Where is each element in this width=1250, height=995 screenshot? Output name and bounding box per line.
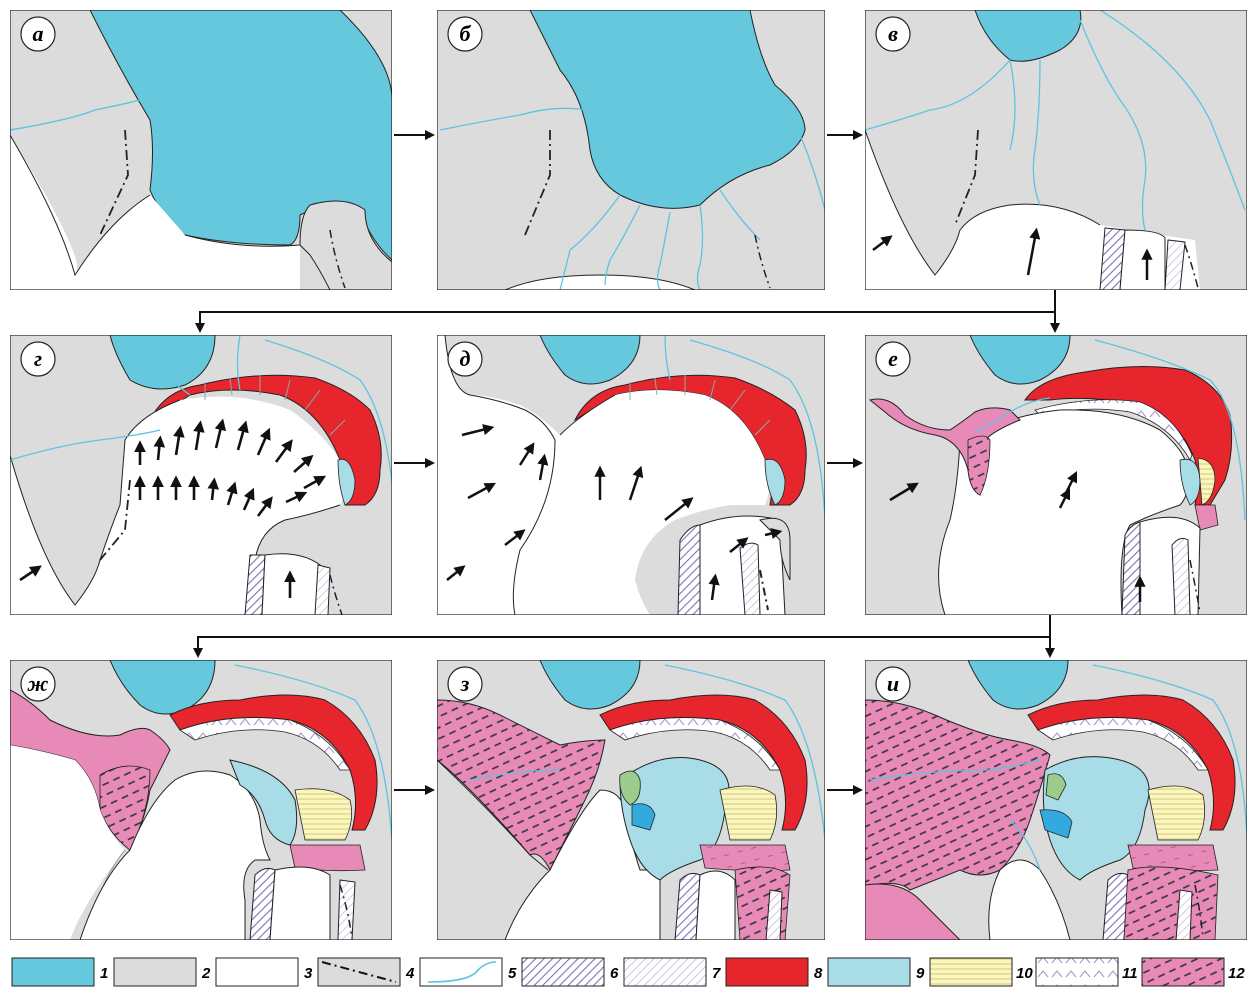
legend-item-3: 3 — [215, 957, 313, 987]
svg-text:11: 11 — [1122, 965, 1138, 982]
panel-badge-zh — [20, 666, 56, 702]
panel-label-zh: ж — [27, 671, 49, 696]
flow-arrow-e-zh — [193, 615, 1051, 658]
panel-badge-g — [20, 341, 56, 377]
svg-text:12: 12 — [1228, 965, 1245, 982]
panel-e — [865, 335, 1247, 615]
flow-arrow-v-g — [195, 290, 1056, 333]
panel-badge-i — [875, 666, 911, 702]
lake-v — [974, 10, 1082, 62]
svg-text:8: 8 — [814, 965, 823, 982]
flow-arrows — [193, 130, 1060, 795]
panel-badge-d — [447, 341, 483, 377]
red-body-g — [148, 374, 382, 506]
legend-item-9: 9 — [827, 957, 925, 987]
panel-badge-a — [20, 16, 56, 52]
legend-item-10: 10 — [929, 957, 1033, 987]
panel-label-z: з — [460, 671, 470, 696]
panel-label-g: г — [34, 346, 42, 371]
legend-item-4: 4 — [317, 957, 415, 987]
panel-g — [10, 335, 392, 615]
panel-label-a: а — [33, 21, 44, 46]
panel-badge-v — [875, 16, 911, 52]
legend-item-1: 1 — [11, 957, 108, 987]
svg-text:2: 2 — [201, 965, 211, 982]
svg-text:5: 5 — [508, 965, 517, 982]
panel-zh — [10, 660, 392, 940]
svg-text:4: 4 — [405, 965, 415, 982]
panel-v — [865, 10, 1247, 290]
legend-item-11: 11 — [1035, 957, 1138, 987]
panel-label-b: б — [460, 21, 472, 46]
panel-badge-e — [875, 341, 911, 377]
legend-item-7: 7 — [623, 957, 721, 987]
panel-label-v: в — [888, 21, 898, 46]
panel-label-i: и — [887, 671, 899, 696]
panel-label-d: д — [460, 346, 471, 371]
svg-text:1: 1 — [100, 965, 108, 982]
legend-item-12: 12 — [1141, 957, 1245, 987]
panel-i — [865, 660, 1247, 940]
svg-text:7: 7 — [712, 965, 721, 982]
svg-text:6: 6 — [610, 965, 619, 982]
panel-b — [437, 10, 825, 290]
svg-text:10: 10 — [1016, 965, 1033, 982]
legend-item-8: 8 — [725, 957, 823, 987]
legend: 1 2 3 4 5 6 7 8 — [11, 957, 1245, 987]
panel-d — [437, 335, 825, 615]
legend-item-5: 5 — [419, 957, 517, 987]
panel-badge-b — [447, 16, 483, 52]
svg-text:3: 3 — [304, 965, 313, 982]
panel-z — [437, 660, 825, 940]
panel-a — [10, 10, 392, 290]
legend-item-2: 2 — [113, 957, 211, 987]
svg-text:9: 9 — [916, 965, 925, 982]
panel-badge-z — [447, 666, 483, 702]
legend-item-6: 6 — [521, 957, 619, 987]
panel-label-e: е — [888, 346, 898, 371]
